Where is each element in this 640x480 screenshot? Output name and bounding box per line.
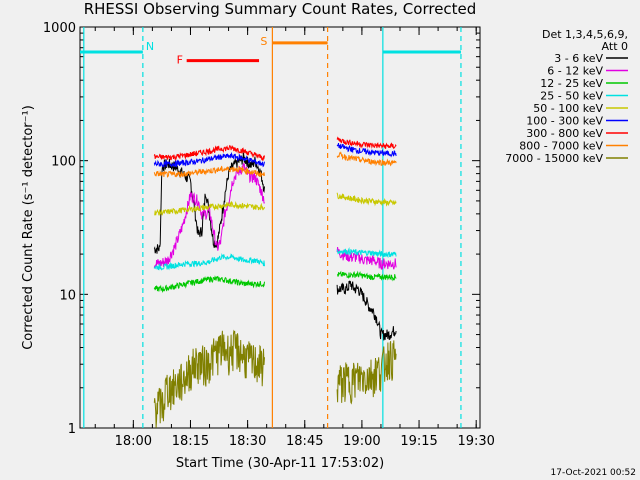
legend-label: 3 - 6 keV — [554, 52, 603, 65]
series-line-8-1 — [336, 340, 397, 405]
series-line-7-1 — [336, 151, 397, 167]
x-tick-label: 18:45 — [286, 434, 323, 449]
legend-label: 100 - 300 keV — [526, 115, 603, 128]
x-tick-label: 19:15 — [400, 434, 437, 449]
series-line-6-0 — [153, 144, 265, 162]
series-line-5-0 — [153, 151, 265, 168]
chart-title: RHESSI Observing Summary Count Rates, Co… — [83, 0, 477, 18]
x-tick-label: 18:15 — [172, 434, 209, 449]
x-tick-label: 19:00 — [343, 434, 380, 449]
legend-label: 12 - 25 keV — [540, 77, 603, 90]
annotation-label-F: F — [177, 54, 183, 67]
series-line-4-0 — [154, 200, 265, 217]
plot-frame — [79, 26, 481, 429]
x-tick-label: 19:30 — [457, 434, 494, 449]
y-axis-label: Corrected Count Rate (s⁻¹ detector⁻¹) — [21, 105, 36, 350]
legend-label: 800 - 7000 keV — [519, 140, 603, 153]
series-line-3-0 — [153, 253, 265, 271]
legend-label: 25 - 50 keV — [540, 90, 603, 103]
series-line-1-1 — [336, 246, 397, 270]
series-line-2-1 — [337, 270, 397, 282]
series-line-0-1 — [336, 280, 397, 341]
generated-timestamp: 17-Oct-2021 00:52 — [550, 468, 636, 478]
y-tick-label: 1000 — [43, 21, 76, 36]
series-line-5-1 — [336, 143, 397, 158]
annotation-label-N: N — [146, 40, 154, 53]
series-line-3-1 — [336, 246, 397, 259]
series-line-7-0 — [153, 165, 265, 178]
legend-header: Det 1,3,4,5,6,9, — [542, 28, 628, 41]
legend-label: 6 - 12 keV — [547, 65, 603, 78]
series-line-0-0 — [153, 152, 265, 254]
legend-header: Att 0 — [602, 40, 628, 53]
legend-label: 300 - 800 keV — [526, 127, 603, 140]
y-tick-label: 1 — [68, 422, 76, 437]
series-line-2-0 — [153, 275, 265, 293]
series-line-6-1 — [336, 136, 397, 150]
series-line-8-0 — [153, 329, 265, 428]
x-tick-label: 18:30 — [229, 434, 266, 449]
legend-label: 7000 - 15000 keV — [505, 152, 603, 165]
y-tick-label: 10 — [59, 288, 76, 303]
annotation-label-S: S — [260, 35, 267, 48]
series-line-4-1 — [336, 192, 397, 207]
x-tick-label: 18:00 — [115, 434, 152, 449]
legend-label: 50 - 100 keV — [533, 102, 603, 115]
y-tick-label: 100 — [51, 155, 76, 170]
x-axis-label: Start Time (30-Apr-11 17:53:02) — [176, 456, 384, 471]
